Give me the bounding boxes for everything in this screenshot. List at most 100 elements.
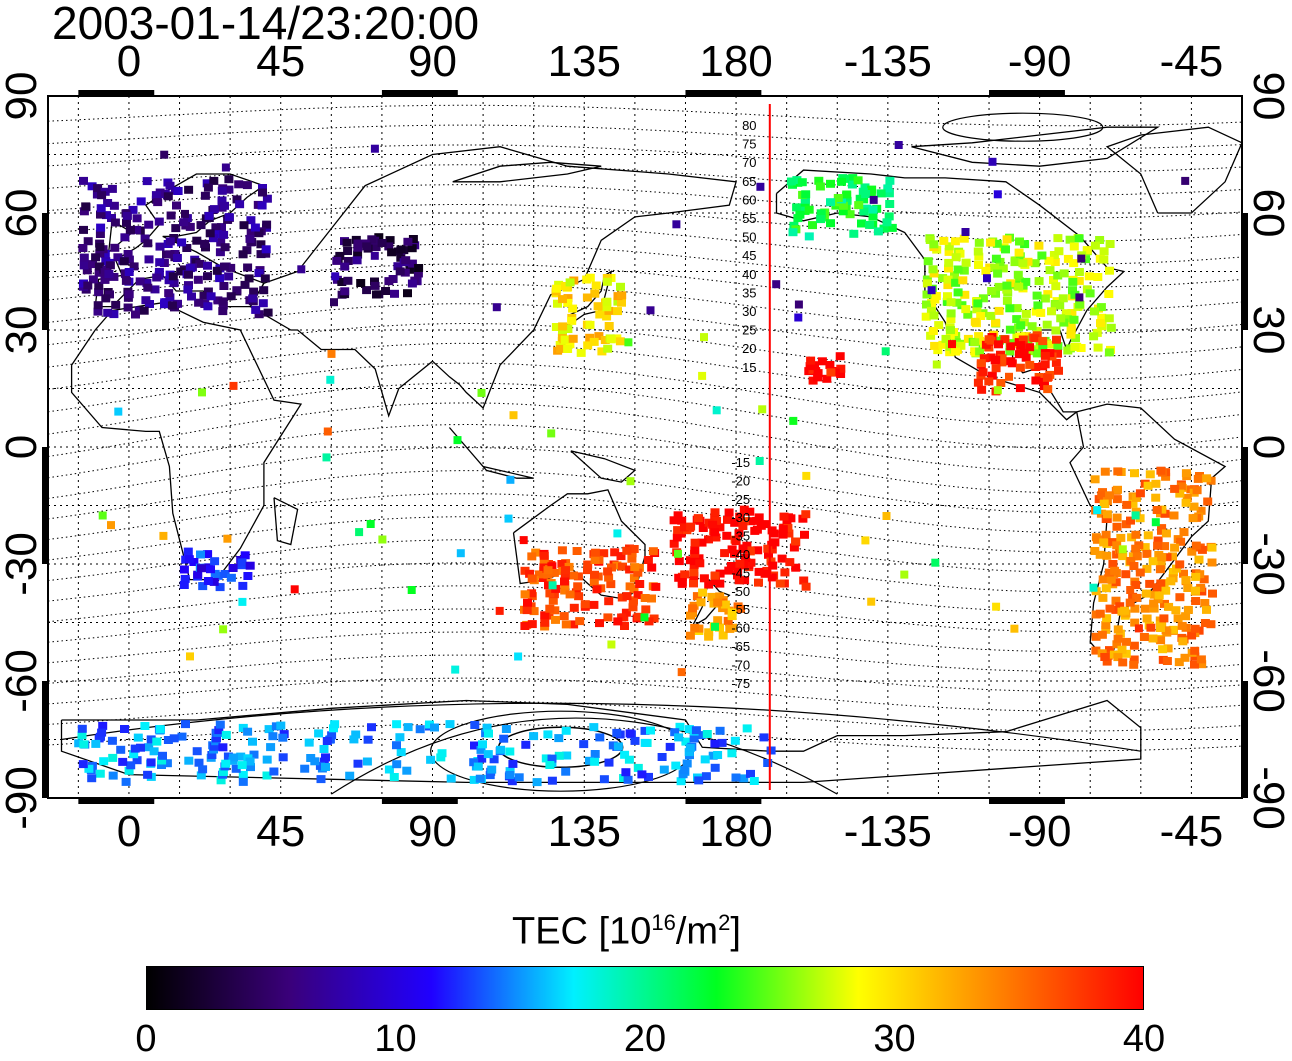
tec-cell [1187,547,1197,556]
tec-cell [1145,579,1155,588]
tec-cell [777,554,787,563]
graticule-grid [48,95,1243,799]
tec-cell [124,290,134,299]
tec-cell [1104,290,1114,298]
tec-cell [521,740,531,749]
tec-cell [129,750,139,759]
tec-cell [689,568,699,577]
tec-cell [1021,277,1031,286]
contour-label: -55 [731,602,750,617]
tec-cell [456,549,465,558]
tec-cell [78,244,88,252]
tec-cell [838,201,848,210]
tec-cell [79,740,89,749]
coastline [690,579,731,629]
border-bar [685,798,762,804]
tec-cell [977,385,987,394]
tec-cell [680,523,689,532]
tec-cell [182,214,192,223]
tec-cell [970,317,980,326]
contour-line [47,654,1243,692]
tec-cell [151,191,161,200]
tec-cell [389,773,399,781]
tec-cell [1002,281,1012,290]
tec-cell [159,259,169,267]
tec-cell [362,242,372,251]
tec-cell [791,563,801,572]
tec-cell [322,453,331,462]
tec-cell [477,754,487,763]
tec-cell [690,538,700,547]
tec-cell [565,340,575,349]
tec-cell [1015,237,1024,246]
tec-cell [206,292,216,301]
tec-cell [217,186,227,195]
tec-cell [813,373,823,382]
tec-cell [1074,268,1084,276]
lon-tick-label: -135 [843,37,932,86]
tec-cell [1075,300,1085,309]
tec-cell [779,512,789,521]
tec-cell [413,269,423,278]
tec-cell [1132,552,1142,561]
tec-cell [815,182,825,191]
tec-cell [974,261,983,269]
tec-cell [674,557,684,566]
tec-cell [250,223,260,232]
tec-cell [1039,377,1049,386]
tec-cell [625,729,635,738]
tec-cell [1141,589,1151,598]
contour-line [47,423,1243,494]
tec-cell [144,255,154,264]
tec-cell [1113,653,1123,662]
tec-cell [120,725,129,733]
tec-cell [602,303,612,312]
tec-cell [96,210,106,219]
tec-cell [212,734,221,743]
tec-cell [681,737,691,746]
tec-cell [367,723,376,732]
tec-cell [690,546,700,555]
tec-cell [197,564,206,573]
tec-cell [184,281,193,290]
tec-cell [238,250,248,259]
tec-cell [208,234,218,243]
tec-cell [407,586,416,594]
tec-cell [1182,494,1192,502]
tec-cell [1100,653,1110,661]
tec-cell [691,726,701,735]
tec-cell [733,571,742,580]
contour-label: 50 [742,230,756,245]
tec-cell [710,528,720,537]
contour-label: 75 [742,137,756,152]
tec-cell [1066,322,1076,331]
contour-line [47,700,1243,732]
tec-cell [384,242,394,251]
tec-cell [1153,541,1163,550]
tec-cell [948,340,956,349]
tec-cell [315,761,325,770]
tec-cell [436,753,446,762]
tec-cell [262,771,272,780]
tec-cell [207,751,217,759]
tec-cell [1034,241,1044,250]
tec-cell [118,757,128,766]
tec-cell [1054,247,1064,256]
tec-cell [792,203,802,212]
tec-cell [234,180,244,189]
tec-cell [992,239,1002,248]
tec-cell [794,300,803,309]
tec-cell [402,766,412,775]
tec-cell [209,176,219,185]
tec-cell [561,726,571,735]
tec-cell [217,223,226,232]
tec-cell [637,770,647,779]
tec-cell [603,567,613,576]
tec-cell [1063,254,1073,263]
tec-cell [1091,646,1101,655]
tec-cell [711,622,719,631]
tec-cell [143,770,153,779]
tec-cell [183,547,193,556]
tec-cell [1082,246,1092,255]
tec-cell [101,294,111,303]
